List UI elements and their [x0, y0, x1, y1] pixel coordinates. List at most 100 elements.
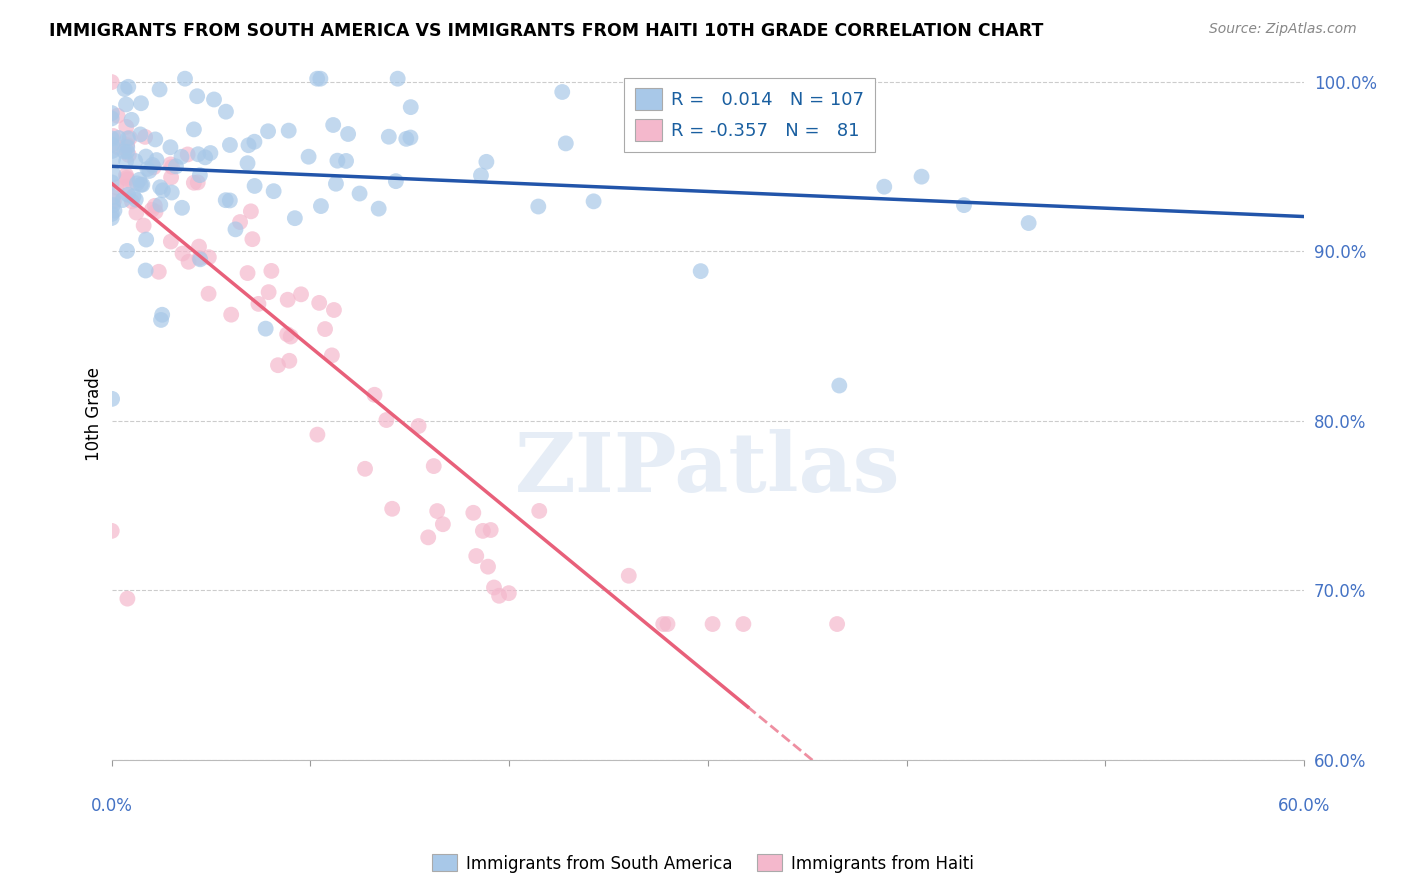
Point [186, 89, 208, 103]
Point [498, 586, 520, 600]
Point [122, 189, 145, 203]
Point [263, 184, 285, 198]
Point [219, 308, 242, 322]
Point [107, 141, 129, 155]
Point [307, 427, 329, 442]
Point [953, 198, 976, 212]
Point [117, 140, 139, 154]
Point [174, 71, 197, 86]
Point [111, 193, 134, 207]
Point [257, 124, 280, 138]
Point [194, 150, 217, 164]
Point [115, 170, 138, 185]
Point [165, 160, 187, 174]
Point [160, 160, 183, 174]
Point [136, 161, 159, 176]
Point [176, 147, 198, 161]
Point [150, 308, 173, 322]
Point [219, 138, 242, 153]
Point [115, 244, 138, 258]
Point [100, 211, 122, 225]
Point [115, 154, 138, 169]
Point [399, 130, 422, 145]
Point [367, 202, 389, 216]
Point [277, 123, 299, 137]
Point [477, 559, 499, 574]
Point [118, 148, 141, 162]
Point [115, 168, 138, 182]
Point [239, 204, 262, 219]
Point [308, 296, 330, 310]
Point [101, 198, 124, 212]
Point [426, 504, 449, 518]
Point [103, 167, 125, 181]
Point [297, 150, 319, 164]
Point [290, 287, 312, 301]
Point [323, 303, 346, 318]
Point [135, 233, 157, 247]
Point [188, 252, 211, 267]
Point [117, 79, 139, 94]
Point [101, 190, 124, 204]
Point [321, 348, 343, 362]
Point [107, 109, 129, 123]
Text: 60.0%: 60.0% [1278, 797, 1330, 814]
Point [188, 168, 211, 182]
Point [160, 235, 183, 249]
Point [218, 194, 240, 208]
Legend: Immigrants from South America, Immigrants from Haiti: Immigrants from South America, Immigrant… [426, 847, 980, 880]
Text: ZIPatlas: ZIPatlas [515, 429, 901, 509]
Point [132, 219, 155, 233]
Point [385, 174, 408, 188]
Point [529, 504, 551, 518]
Point [101, 106, 124, 120]
Point [142, 161, 165, 175]
Point [159, 140, 181, 154]
Point [828, 378, 851, 392]
Text: 0.0%: 0.0% [91, 797, 132, 814]
Point [160, 170, 183, 185]
Point [125, 193, 148, 207]
Point [117, 591, 139, 606]
Point [657, 617, 679, 632]
Point [142, 158, 165, 172]
Point [160, 186, 183, 200]
Point [115, 97, 138, 112]
Point [135, 149, 157, 163]
Point [309, 199, 332, 213]
Point [215, 193, 238, 207]
Point [114, 82, 136, 96]
Point [479, 523, 502, 537]
Point [551, 85, 574, 99]
Point [121, 112, 143, 127]
Point [101, 207, 124, 221]
Point [399, 100, 422, 114]
Point [188, 251, 211, 265]
Point [432, 517, 454, 532]
Point [470, 169, 492, 183]
Point [337, 127, 360, 141]
Point [125, 177, 148, 191]
Point [733, 617, 755, 632]
Point [100, 75, 122, 89]
Point [527, 200, 550, 214]
Point [215, 104, 238, 119]
Point [148, 82, 170, 96]
Point [408, 419, 430, 434]
Point [172, 246, 194, 260]
Point [118, 131, 141, 145]
Point [335, 153, 357, 168]
Point [159, 157, 181, 171]
Point [254, 321, 277, 335]
Point [422, 459, 444, 474]
Point [143, 199, 166, 213]
Point [138, 164, 160, 178]
Point [276, 327, 298, 342]
Point [143, 132, 166, 146]
Point [314, 322, 336, 336]
Point [125, 205, 148, 219]
Point [280, 329, 302, 343]
Point [307, 71, 329, 86]
Point [129, 96, 152, 111]
Point [257, 285, 280, 300]
